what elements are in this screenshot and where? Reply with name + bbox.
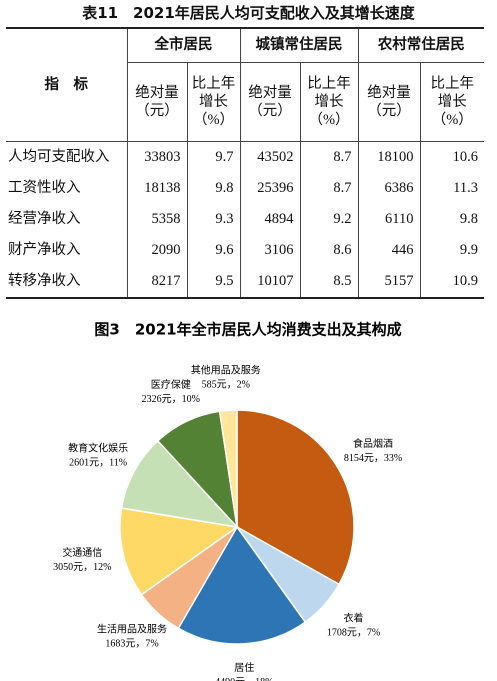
- cell: 8.7: [299, 141, 358, 173]
- slice-label: 医疗保健: [151, 378, 191, 391]
- slice-value-label: 585元，2%: [202, 380, 250, 391]
- slice-value-label: 2601元，11%: [69, 458, 127, 469]
- subheader: 绝对量 （元）: [126, 62, 187, 142]
- cell: 3106: [239, 235, 300, 266]
- cell: 10.6: [419, 141, 484, 173]
- chart-title: 图3 2021年全市居民人均消费支出及其构成: [94, 321, 401, 339]
- slice-label: 其他用品及服务: [191, 364, 261, 377]
- data-row: 财产净收入 2090 9.6 3106 8.6 446 9.9: [6, 235, 484, 266]
- cell: 9.6: [186, 235, 240, 266]
- cell: 9.7: [186, 141, 240, 173]
- pie-slice: [119, 507, 239, 596]
- cell: 9.3: [186, 204, 240, 235]
- cell: 9.8: [186, 173, 240, 204]
- subheader: 绝对量 （元）: [239, 62, 300, 142]
- cell: 11.3: [419, 173, 484, 204]
- cell: 5157: [357, 266, 420, 299]
- cell: 8.7: [299, 173, 358, 204]
- cell: 5358: [126, 204, 187, 235]
- data-row: 人均可支配收入 33803 9.7 43502 8.7 18100 10.6: [6, 141, 484, 173]
- slice-label: 交通通信: [62, 546, 102, 559]
- cell: 18138: [126, 173, 187, 204]
- pie-slice: [177, 525, 307, 645]
- cell: 9.5: [186, 266, 240, 299]
- subheader: 比上年 增长 （%）: [419, 62, 484, 142]
- subheader: 比上年 增长 （%）: [186, 62, 240, 142]
- cell: 8.6: [299, 235, 358, 266]
- group-header: 农村常住居民: [357, 27, 484, 63]
- subheader: 绝对量 （元）: [357, 62, 420, 142]
- slice-value-label: 3050元，12%: [53, 562, 111, 573]
- slice-label: 居住: [234, 661, 254, 674]
- cell: 6386: [357, 173, 420, 204]
- slice-value-label: 4490元，18%: [215, 677, 273, 681]
- row-label: 工资性收入: [8, 180, 81, 197]
- pie-slice: [236, 409, 355, 586]
- income-table: 指 标全市居民 城镇常住居民 农村常住居民 绝对量 （元） 比上年 增长 （%） 绝对量 …: [6, 27, 484, 299]
- cell: 9.2: [299, 204, 358, 235]
- subheader: 比上年 增长 （%）: [299, 62, 358, 142]
- row-header: 指 标: [6, 27, 127, 142]
- cell: 9.9: [419, 235, 484, 266]
- data-row: 转移净收入 8217 9.5 10107 8.5 5157 10.9: [6, 266, 484, 299]
- pie-slice: [218, 409, 238, 528]
- cell: 6110: [357, 204, 420, 235]
- cell: 8217: [126, 266, 187, 299]
- subheader-row: 绝对量 （元） 比上年 增长 （%） 绝对量 （元） 比上年 增长 （%） 绝对量 （元…: [6, 62, 484, 142]
- cell: 33803: [126, 141, 187, 173]
- cell: 18100: [357, 141, 420, 173]
- slice-value-label: 8154元，33%: [344, 453, 402, 464]
- table-title: 表11 2021年居民人均可支配收入及其增长速度: [82, 4, 415, 22]
- row-label: 人均可支配收入: [8, 149, 110, 166]
- pie-chart: 图3 2021年全市居民人均消费支出及其构成 食品烟酒 8154元，33% 衣着 17…: [53, 321, 402, 681]
- cell: 10.9: [419, 266, 484, 299]
- slice-value-label: 2326元，10%: [142, 394, 200, 405]
- slice-value-label: 1708元，7%: [327, 628, 380, 639]
- cell: 446: [357, 235, 420, 266]
- cell: 10107: [239, 266, 300, 299]
- header-row: 指 标全市居民 城镇常住居民 农村常住居民: [6, 27, 484, 142]
- cell: 25396: [239, 173, 300, 204]
- slice-value-label: 1683元，7%: [105, 638, 158, 649]
- cell: 43502: [239, 141, 300, 173]
- group-header: 城镇常住居民: [239, 27, 358, 63]
- row-label: 转移净收入: [6, 266, 127, 299]
- group-header: 全市居民: [126, 27, 240, 63]
- pie-slice: [120, 439, 240, 529]
- row-label: 经营净收入: [8, 211, 81, 228]
- cell: 8.5: [299, 266, 358, 299]
- slice-label: 教育文化娱乐: [68, 442, 128, 455]
- cell: 4894: [239, 204, 300, 235]
- cell: 2090: [126, 235, 187, 266]
- data-row: 工资性收入 18138 9.8 25396 8.7 6386 11.3: [6, 173, 484, 204]
- cell: 9.8: [419, 204, 484, 235]
- data-row: 经营净收入 5358 9.3 4894 9.2 6110 9.8: [6, 204, 484, 235]
- row-label: 财产净收入: [8, 242, 81, 259]
- slice-label: 生活用品及服务: [97, 622, 167, 635]
- slice-label: 衣着: [344, 612, 364, 625]
- slice-label: 食品烟酒: [353, 437, 393, 450]
